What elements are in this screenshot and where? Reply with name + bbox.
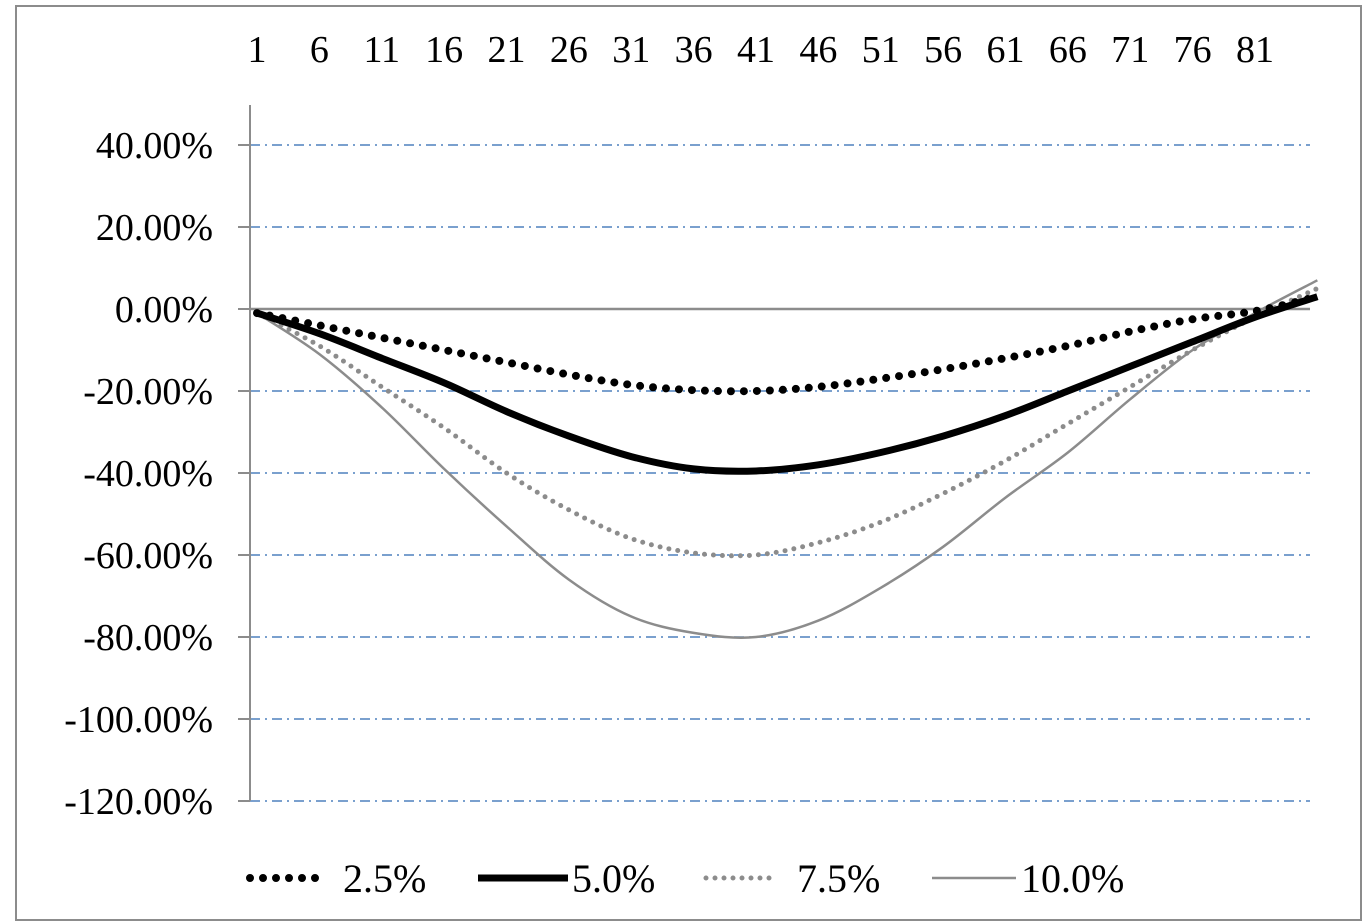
x-tick-label: 21 bbox=[488, 29, 526, 71]
x-tick-label: 31 bbox=[612, 29, 650, 71]
x-tick-label: 26 bbox=[550, 29, 588, 71]
x-tick-label: 41 bbox=[737, 29, 775, 71]
x-tick-label: 46 bbox=[799, 29, 837, 71]
y-tick-labels: 40.00% 20.00% 0.00% -20.00% -40.00% -60.00% -8… bbox=[64, 125, 213, 823]
series-line-5.0% bbox=[255, 293, 1319, 475]
legend-label: 10.0% bbox=[1021, 856, 1124, 901]
x-tick-label: 36 bbox=[675, 29, 713, 71]
x-tick-label: 61 bbox=[987, 29, 1025, 71]
x-tick-label: 66 bbox=[1049, 29, 1087, 71]
series-line-7.5% bbox=[254, 286, 1320, 559]
x-tick-label: 51 bbox=[862, 29, 900, 71]
y-tick-label: -40.00% bbox=[83, 453, 213, 495]
x-tick-label: 6 bbox=[310, 29, 329, 71]
gridlines bbox=[250, 144, 1310, 802]
series-line-2.5% bbox=[253, 292, 1322, 396]
y-tick-label: -20.00% bbox=[83, 371, 213, 413]
y-tick-label: 0.00% bbox=[115, 289, 213, 331]
legend: 2.5% 5.0% 7.5% 10.0% bbox=[246, 856, 1124, 901]
x-tick-label: 11 bbox=[363, 29, 400, 71]
series-line-10.0% bbox=[256, 279, 1318, 639]
x-tick-label: 76 bbox=[1174, 29, 1212, 71]
legend-label: 5.0% bbox=[572, 856, 655, 901]
axes bbox=[238, 105, 1310, 802]
y-tick-label: -80.00% bbox=[83, 617, 213, 659]
x-tick-labels: 1 6 11 16 21 26 31 36 41 46 51 56 61 66 71 76 81 bbox=[248, 29, 1275, 71]
x-tick-label: 71 bbox=[1111, 29, 1149, 71]
y-tick-label: -60.00% bbox=[83, 535, 213, 577]
x-tick-label: 81 bbox=[1236, 29, 1274, 71]
x-tick-label: 16 bbox=[425, 29, 463, 71]
x-tick-label: 56 bbox=[924, 29, 962, 71]
legend-label: 2.5% bbox=[343, 856, 426, 901]
y-tick-label: -100.00% bbox=[64, 699, 213, 741]
legend-label: 7.5% bbox=[797, 856, 880, 901]
y-tick-label: -120.00% bbox=[64, 781, 213, 823]
x-tick-label: 1 bbox=[248, 29, 267, 71]
y-tick-label: 40.00% bbox=[96, 125, 213, 167]
y-tick-label: 20.00% bbox=[96, 207, 213, 249]
series-lines bbox=[253, 279, 1322, 639]
chart-frame bbox=[15, 5, 1362, 921]
